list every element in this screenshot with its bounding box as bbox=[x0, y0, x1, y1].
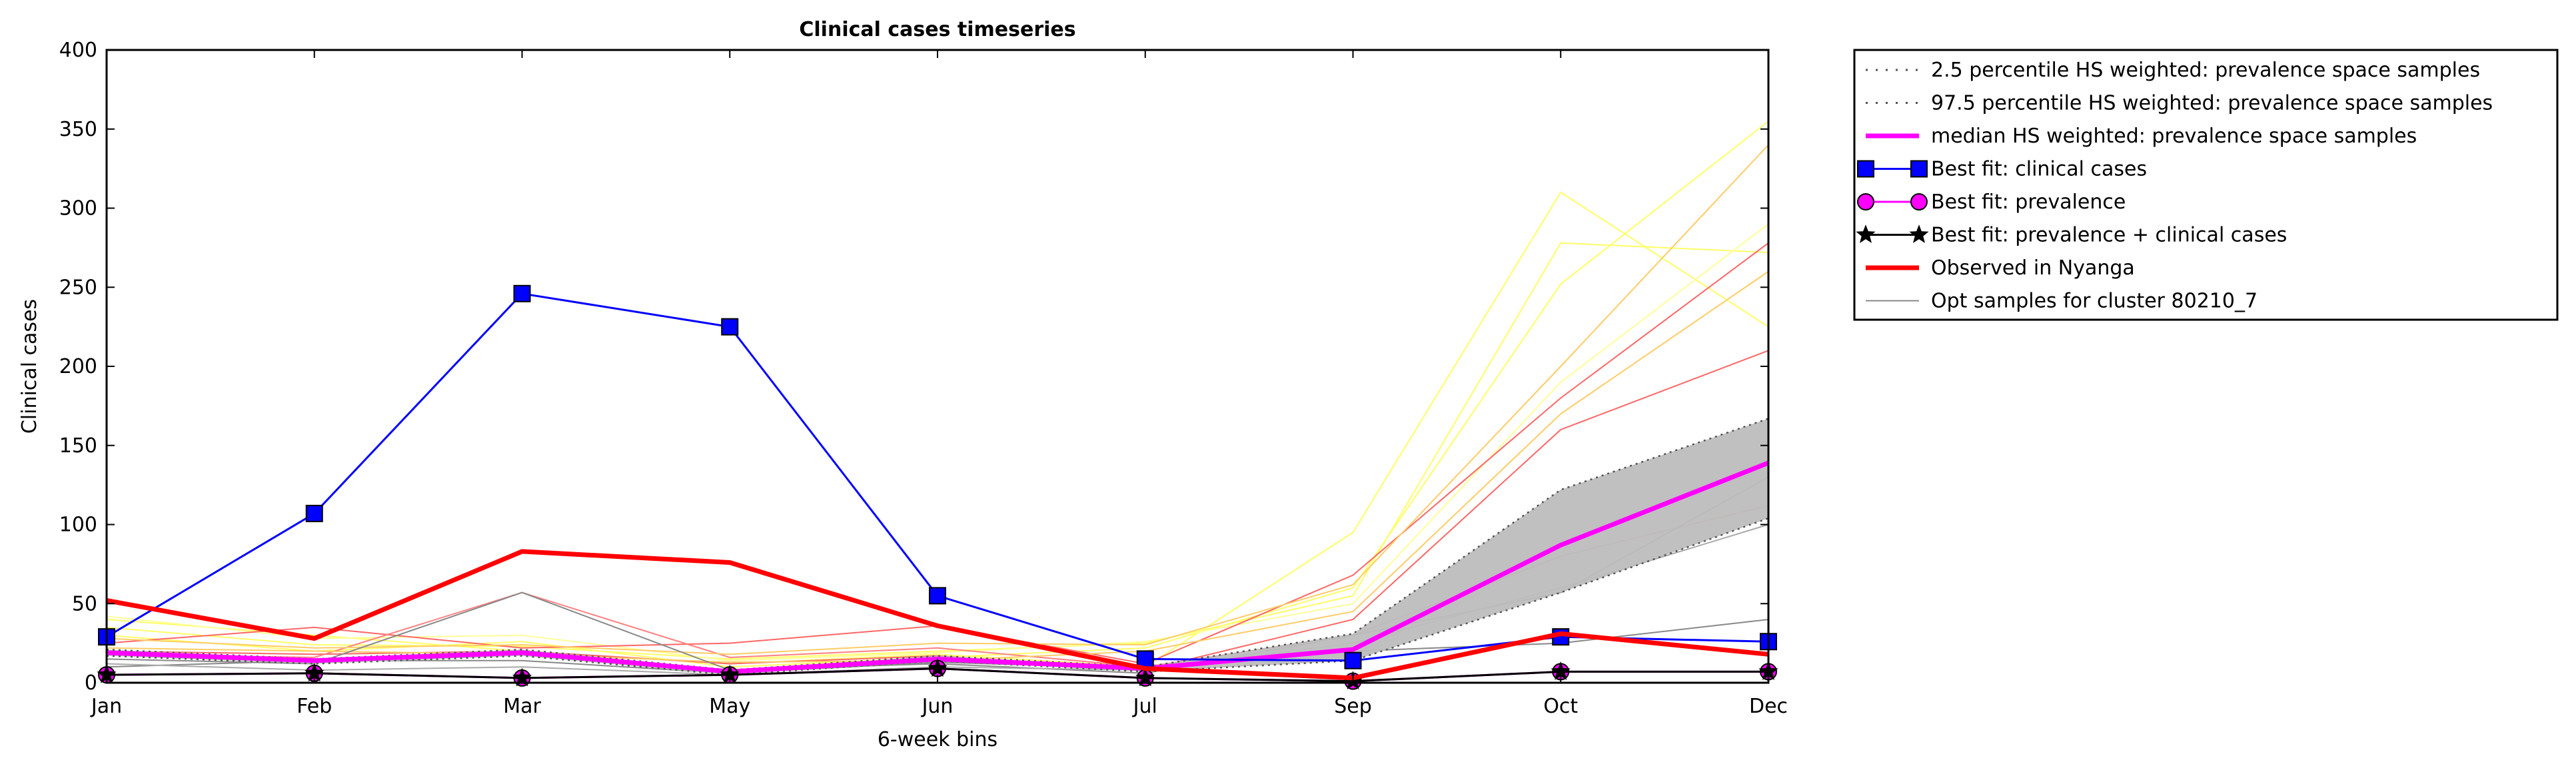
sample-line-8 bbox=[106, 144, 1769, 655]
y-tick-label: 200 bbox=[59, 355, 97, 378]
x-axis-label: 6-week bins bbox=[878, 728, 997, 751]
y-tick-label: 0 bbox=[85, 671, 97, 695]
sample-line-2 bbox=[106, 242, 1769, 660]
x-tick-label: Dec bbox=[1749, 695, 1788, 718]
y-tick-label: 400 bbox=[59, 39, 97, 62]
legend-item: 97.5 percentile HS weighted: prevalence … bbox=[1866, 92, 2493, 115]
legend-label: Opt samples for cluster 80210_7 bbox=[1931, 290, 2257, 313]
x-axis-ticks: Jan Feb Mar May Jun Jul Sep Oct Dec bbox=[90, 50, 1788, 718]
legend-marker bbox=[1857, 193, 1874, 210]
best-fit-combined-point bbox=[928, 658, 948, 677]
legend-item: Observed in Nyanga bbox=[1866, 256, 2135, 280]
legend-marker bbox=[1910, 160, 1928, 178]
x-tick-label: May bbox=[709, 695, 750, 718]
legend-item: median HS weighted: prevalence space sam… bbox=[1866, 125, 2417, 148]
legend-marker bbox=[1857, 160, 1874, 178]
y-tick-label: 100 bbox=[59, 514, 97, 537]
legend-marker bbox=[1910, 193, 1928, 210]
legend-box bbox=[1853, 49, 2559, 321]
legend-label: Observed in Nyanga bbox=[1931, 256, 2135, 280]
x-tick-label: Feb bbox=[297, 695, 332, 718]
best-fit-clinical-point bbox=[721, 318, 739, 336]
best-fit-clinical-point bbox=[513, 284, 531, 302]
legend-marker bbox=[1909, 224, 1929, 243]
legend-item: Best fit: prevalence bbox=[1857, 191, 2126, 214]
legend-marker bbox=[1856, 224, 1876, 243]
y-tick-label: 150 bbox=[59, 434, 97, 458]
legend-item: 2.5 percentile HS weighted: prevalence s… bbox=[1866, 59, 2480, 82]
legend-label: Best fit: clinical cases bbox=[1931, 158, 2147, 181]
legend-label: median HS weighted: prevalence space sam… bbox=[1931, 125, 2417, 148]
legend-label: Best fit: prevalence + clinical cases bbox=[1931, 224, 2287, 247]
x-tick-label: Oct bbox=[1543, 695, 1578, 718]
legend-label: 97.5 percentile HS weighted: prevalence … bbox=[1931, 92, 2493, 115]
series-lines bbox=[97, 284, 1778, 690]
best-fit-clinical-point bbox=[1344, 651, 1362, 669]
y-tick-label: 300 bbox=[59, 197, 97, 220]
y-tick-label: 250 bbox=[59, 276, 97, 299]
legend: 2.5 percentile HS weighted: prevalence s… bbox=[1853, 49, 2559, 321]
y-tick-label: 50 bbox=[72, 592, 97, 615]
y-axis-label: Clinical cases bbox=[18, 299, 41, 434]
chart-title: Clinical cases timeseries bbox=[799, 18, 1075, 41]
legend-label: 2.5 percentile HS weighted: prevalence s… bbox=[1931, 59, 2480, 82]
percentile-band-fill bbox=[107, 418, 1768, 675]
x-tick-label: Jul bbox=[1132, 695, 1157, 718]
y-axis-ticks: 0 50 100 150 200 250 300 350 400 bbox=[59, 39, 1768, 695]
legend-label: Best fit: prevalence bbox=[1931, 191, 2126, 214]
legend-item: Best fit: prevalence + clinical cases bbox=[1856, 224, 2287, 247]
x-tick-label: Sep bbox=[1334, 695, 1372, 718]
y-tick-label: 350 bbox=[59, 118, 97, 141]
best-fit-clinical-point bbox=[1136, 650, 1154, 668]
band-lower-line bbox=[106, 517, 1769, 676]
best-fit-clinical-point bbox=[929, 587, 946, 605]
legend-item: Best fit: clinical cases bbox=[1857, 158, 2147, 181]
sample-line-4 bbox=[106, 223, 1769, 661]
observed-line bbox=[106, 549, 1769, 681]
x-tick-label: Mar bbox=[503, 695, 541, 718]
x-tick-label: Jun bbox=[921, 695, 954, 718]
best-fit-clinical-point bbox=[305, 504, 323, 522]
x-tick-label: Jan bbox=[90, 695, 122, 718]
percentile-band bbox=[106, 418, 1769, 676]
legend-item: Opt samples for cluster 80210_7 bbox=[1866, 290, 2257, 313]
